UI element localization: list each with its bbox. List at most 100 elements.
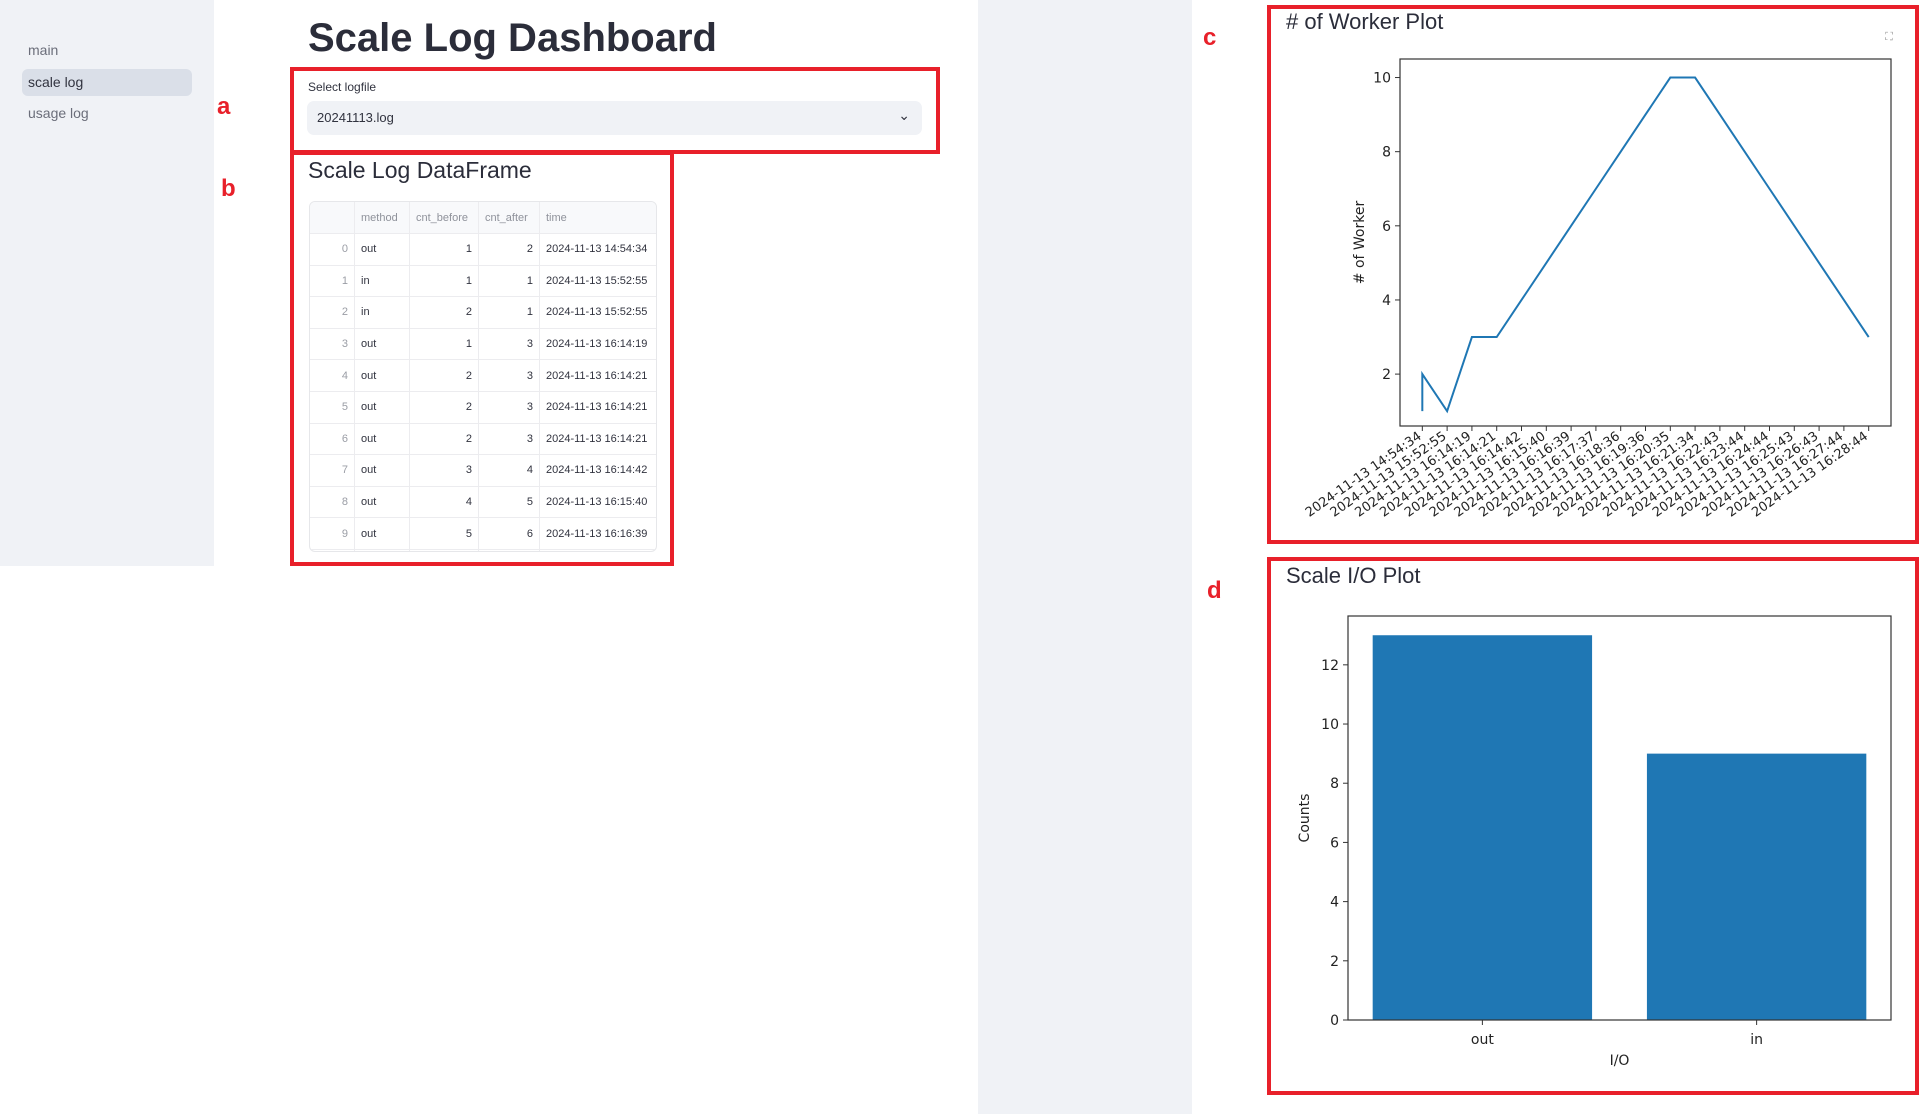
select-label: Select logfile <box>308 80 377 94</box>
table-cell[interactable]: 7 <box>310 455 355 486</box>
table-row[interactable]: 6 out 2 3 2024-11-13 16:14:21 <box>310 423 656 456</box>
table-cell[interactable]: 2 <box>479 234 540 265</box>
fullscreen-icon[interactable]: ⛶ <box>1885 31 1893 43</box>
y-tick-label: 12 <box>1321 658 1339 674</box>
table-row[interactable]: 0 out 1 2 2024-11-13 14:54:34 <box>310 234 656 266</box>
column-header[interactable]: time <box>546 211 567 224</box>
table-cell <box>355 549 410 551</box>
column-header[interactable]: cnt_before <box>410 202 479 233</box>
sidebar-item-usage-log[interactable]: usage log <box>28 105 89 121</box>
table-row[interactable]: 4 out 2 3 2024-11-13 16:14:21 <box>310 360 656 392</box>
x-tick-label: out <box>1471 1032 1494 1048</box>
table-cell[interactable]: 5 <box>410 518 479 549</box>
table-cell[interactable]: out <box>355 328 410 360</box>
x-tick-label: in <box>1750 1032 1763 1048</box>
column-header[interactable]: cnt_after <box>479 202 540 233</box>
sidebar: main scale log usage log <box>0 0 214 566</box>
annotation-label-b: b <box>221 175 236 202</box>
table-cell[interactable]: 2024-11-13 15:52:55 <box>546 306 648 319</box>
table-cell[interactable]: 2 <box>410 360 479 391</box>
table-cell[interactable]: 6 <box>310 423 355 455</box>
y-tick-label: 10 <box>1373 71 1391 87</box>
sidebar-item-scale-log[interactable]: scale log <box>22 69 192 96</box>
column-header[interactable] <box>310 202 355 233</box>
table-cell[interactable]: 2024-11-13 16:14:19 <box>546 338 648 351</box>
table-cell[interactable]: 6 <box>479 518 540 549</box>
table-cell[interactable]: 3 <box>479 328 540 360</box>
table-cell[interactable]: 4 <box>410 486 479 518</box>
y-tick-label: 10 <box>1321 717 1339 733</box>
worker-plot-title: # of Worker Plot <box>1286 9 1444 34</box>
column-header[interactable]: method <box>355 202 410 233</box>
table-cell[interactable]: 1 <box>479 297 540 328</box>
y-tick-label: 2 <box>1330 954 1339 970</box>
table-cell[interactable]: 2024-11-13 16:14:21 <box>546 432 648 445</box>
page-title: Scale Log Dashboard <box>308 16 717 60</box>
dataframe-table[interactable]: method cnt_before cnt_after time 0 out 1 2 2024-… <box>309 201 657 552</box>
table-cell[interactable]: 3 <box>479 360 540 391</box>
table-cell[interactable]: out <box>355 486 410 518</box>
table-cell[interactable]: out <box>355 391 410 423</box>
table-row[interactable]: 9 out 5 6 2024-11-13 16:16:39 <box>310 518 656 550</box>
y-tick-label: 6 <box>1382 219 1391 235</box>
table-cell[interactable]: out <box>355 455 410 486</box>
io-plot-title: Scale I/O Plot <box>1286 563 1421 588</box>
table-cell[interactable]: 5 <box>310 391 355 423</box>
table-cell[interactable]: 2 <box>410 391 479 423</box>
table-row-partial <box>310 549 656 551</box>
table-cell[interactable]: out <box>355 423 410 455</box>
table-cell[interactable]: 1 <box>410 234 479 265</box>
annotation-box-b <box>290 151 674 566</box>
table-cell[interactable]: in <box>355 265 410 297</box>
bar-in <box>1646 753 1867 1020</box>
table-cell[interactable]: 0 <box>310 234 355 265</box>
table-cell[interactable]: in <box>355 297 410 328</box>
table-cell[interactable]: 2024-11-13 15:52:55 <box>546 274 648 287</box>
table-cell[interactable]: 1 <box>410 265 479 297</box>
table-cell[interactable]: 4 <box>479 455 540 486</box>
table-cell[interactable]: 2 <box>410 297 479 328</box>
table-row[interactable]: 1 in 1 1 2024-11-13 15:52:55 <box>310 265 656 298</box>
table-row[interactable]: 7 out 3 4 2024-11-13 16:14:42 <box>310 455 656 487</box>
table-cell[interactable]: out <box>355 234 410 265</box>
table-cell[interactable]: 2 <box>310 297 355 328</box>
table-row[interactable]: 2 in 2 1 2024-11-13 15:52:55 <box>310 297 656 329</box>
table-cell[interactable]: 2024-11-13 16:16:39 <box>546 527 648 540</box>
table-cell[interactable]: 3 <box>410 455 479 486</box>
table-cell[interactable]: 1 <box>310 265 355 297</box>
dataframe-title: Scale Log DataFrame <box>308 157 532 183</box>
sidebar-item-main[interactable]: main <box>28 42 59 58</box>
select-value: 20241113.log <box>317 110 394 125</box>
table-cell[interactable]: 3 <box>479 391 540 423</box>
annotation-label-c: c <box>1203 24 1217 51</box>
y-tick-label: 4 <box>1330 895 1339 911</box>
table-cell[interactable]: 1 <box>479 265 540 297</box>
y-tick-label: 8 <box>1382 145 1391 161</box>
table-cell[interactable]: 2024-11-13 14:54:34 <box>546 243 648 256</box>
annotation-label-d: d <box>1207 577 1222 604</box>
logfile-select[interactable]: 20241113.log ⌄ <box>307 101 922 135</box>
table-cell[interactable]: 9 <box>310 518 355 549</box>
y-axis-label: Counts <box>1297 794 1313 843</box>
table-cell[interactable]: 3 <box>479 423 540 455</box>
table-row[interactable]: 5 out 2 3 2024-11-13 16:14:21 <box>310 391 656 424</box>
table-cell[interactable]: out <box>355 360 410 391</box>
table-cell[interactable]: 3 <box>310 328 355 360</box>
y-tick-label: 2 <box>1382 367 1391 383</box>
x-axis-label: I/O <box>1610 1053 1630 1069</box>
table-row[interactable]: 3 out 1 3 2024-11-13 16:14:19 <box>310 328 656 361</box>
table-cell[interactable]: 2024-11-13 16:14:21 <box>546 401 648 414</box>
annotation-label-a: a <box>217 93 231 120</box>
table-cell <box>410 549 479 551</box>
table-row[interactable]: 8 out 4 5 2024-11-13 16:15:40 <box>310 486 656 519</box>
table-cell[interactable]: out <box>355 518 410 549</box>
table-cell[interactable]: 2024-11-13 16:14:21 <box>546 369 648 382</box>
y-axis-label: # of Worker <box>1352 201 1368 285</box>
table-cell[interactable]: 4 <box>310 360 355 391</box>
table-cell[interactable]: 2024-11-13 16:14:42 <box>546 464 648 477</box>
table-cell[interactable]: 1 <box>410 328 479 360</box>
table-cell[interactable]: 5 <box>479 486 540 518</box>
table-cell[interactable]: 8 <box>310 486 355 518</box>
table-cell[interactable]: 2024-11-13 16:15:40 <box>546 496 648 509</box>
table-cell[interactable]: 2 <box>410 423 479 455</box>
